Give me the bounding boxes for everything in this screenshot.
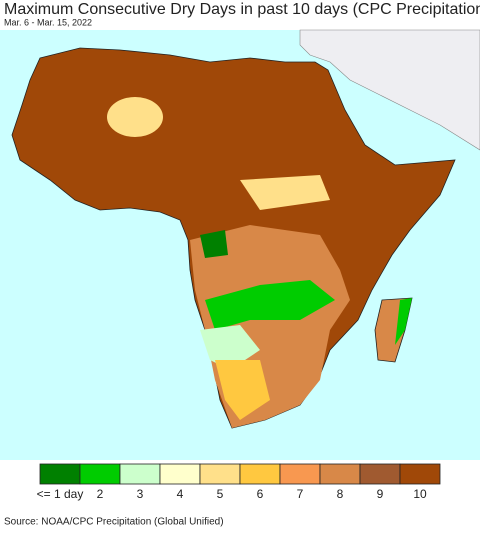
legend-label: 6 <box>257 487 264 501</box>
legend-label: 9 <box>377 487 384 501</box>
legend-swatch <box>79 463 121 485</box>
title: Maximum Consecutive Dry Days in past 10 … <box>4 1 480 18</box>
eurasia <box>299 29 480 151</box>
legend-swatch <box>239 463 281 485</box>
dry-patch <box>107 97 163 137</box>
legend-swatch <box>119 463 161 485</box>
legend-label: 5 <box>217 487 224 501</box>
legend-swatch <box>199 463 241 485</box>
wet-patch <box>200 230 228 258</box>
legend-swatch <box>319 463 361 485</box>
legend-label: 3 <box>137 487 144 501</box>
source: Source: NOAA/CPC Precipitation (Global U… <box>4 517 224 528</box>
legend-label: 8 <box>337 487 344 501</box>
legend-label: <= 1 day <box>37 487 84 501</box>
legend-swatch <box>279 463 321 485</box>
dry-band <box>240 175 330 210</box>
dry-zone <box>215 360 270 420</box>
legend-label: 10 <box>413 487 427 501</box>
legend-label: 7 <box>297 487 304 501</box>
moist-zone <box>200 325 260 370</box>
wet-zone <box>205 280 335 330</box>
legend-swatch <box>399 463 441 485</box>
madagascar-wet <box>395 298 412 345</box>
legend: <= 1 day 2 3 4 5 6 7 8 9 10 <box>37 463 441 501</box>
legend-label: 2 <box>97 487 104 501</box>
legend-swatch <box>359 463 401 485</box>
legend-swatch <box>159 463 201 485</box>
subtitle: Mar. 6 - Mar. 15, 2022 <box>4 17 92 27</box>
legend-swatch <box>39 463 81 485</box>
legend-label: 4 <box>177 487 184 501</box>
